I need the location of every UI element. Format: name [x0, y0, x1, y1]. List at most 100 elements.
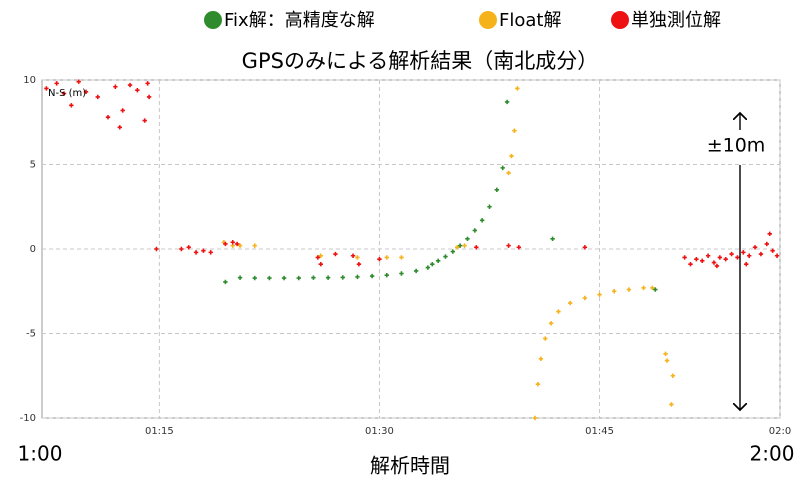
point	[641, 285, 646, 291]
point	[413, 268, 419, 274]
point	[474, 245, 479, 250]
point	[626, 287, 632, 292]
x-tick-label: 01:45	[585, 426, 614, 437]
point	[267, 275, 272, 281]
points	[44, 79, 780, 421]
point	[688, 262, 693, 267]
point	[746, 253, 752, 258]
point	[430, 262, 435, 267]
point	[509, 153, 514, 159]
point	[95, 94, 100, 100]
point	[653, 287, 658, 292]
point	[237, 275, 243, 280]
point	[457, 243, 463, 248]
point	[208, 250, 213, 255]
point	[127, 82, 133, 88]
point	[532, 415, 538, 421]
legend-label: 単独測位解	[631, 10, 721, 31]
point	[465, 236, 470, 242]
point	[369, 273, 375, 279]
point	[318, 262, 323, 267]
point	[735, 255, 740, 260]
point	[700, 258, 705, 264]
x-axis-title: 解析時間	[370, 454, 450, 478]
point	[612, 289, 617, 294]
point	[494, 187, 500, 193]
point	[729, 251, 734, 257]
point	[770, 248, 775, 253]
point	[186, 245, 191, 250]
point	[113, 84, 118, 89]
point	[535, 382, 541, 387]
point	[515, 86, 520, 91]
point	[281, 275, 287, 281]
legend-label: Float解	[499, 10, 561, 31]
point	[120, 108, 125, 113]
point	[512, 128, 517, 133]
point	[223, 279, 228, 285]
y-tick-label: 10	[23, 75, 36, 86]
point	[356, 262, 362, 267]
point	[142, 118, 147, 123]
point	[774, 253, 780, 258]
point	[311, 275, 316, 280]
point	[425, 265, 431, 270]
point	[664, 358, 670, 363]
point	[154, 246, 159, 252]
point	[399, 271, 404, 276]
legend-marker	[204, 11, 222, 29]
point	[767, 231, 772, 236]
point	[744, 262, 749, 267]
point	[252, 243, 257, 248]
point	[597, 292, 602, 297]
point	[54, 81, 59, 86]
point	[296, 275, 301, 281]
point	[462, 243, 467, 248]
y-tick-label: -5	[26, 329, 36, 340]
point	[538, 356, 544, 362]
legend: Fix解：高精度な解 Float解 単独測位解	[204, 10, 721, 31]
grid	[42, 79, 781, 419]
point	[76, 79, 81, 84]
point	[234, 241, 240, 247]
legend-label: Fix解：高精度な解	[224, 10, 375, 31]
point	[669, 402, 674, 407]
point	[252, 275, 257, 281]
point	[550, 236, 555, 242]
legend-marker	[611, 11, 629, 29]
point	[450, 249, 456, 254]
point	[83, 89, 89, 95]
point	[504, 99, 510, 105]
point	[472, 228, 478, 233]
point	[723, 256, 728, 262]
point	[752, 245, 758, 250]
point	[145, 81, 150, 86]
end-label: 2:00	[750, 442, 795, 466]
point	[355, 255, 360, 260]
point	[223, 241, 228, 247]
point	[705, 253, 711, 258]
point	[435, 258, 441, 264]
point	[325, 275, 331, 280]
point	[237, 243, 243, 248]
point	[500, 165, 505, 171]
point	[506, 243, 511, 248]
point	[69, 103, 74, 108]
point	[355, 274, 360, 280]
point	[399, 255, 404, 260]
chart-title: GPSのみによる解析結果（南北成分）	[242, 49, 599, 73]
y-tick-label: 5	[30, 160, 36, 171]
point	[384, 272, 389, 278]
x-tick-label: 01:30	[365, 426, 394, 437]
point	[443, 254, 448, 259]
x-tick-label: 02:0	[769, 426, 791, 437]
point	[582, 245, 588, 250]
point	[315, 255, 321, 260]
point	[663, 351, 668, 356]
point	[487, 204, 492, 209]
point	[105, 114, 111, 120]
point	[506, 170, 511, 176]
point	[333, 251, 338, 257]
